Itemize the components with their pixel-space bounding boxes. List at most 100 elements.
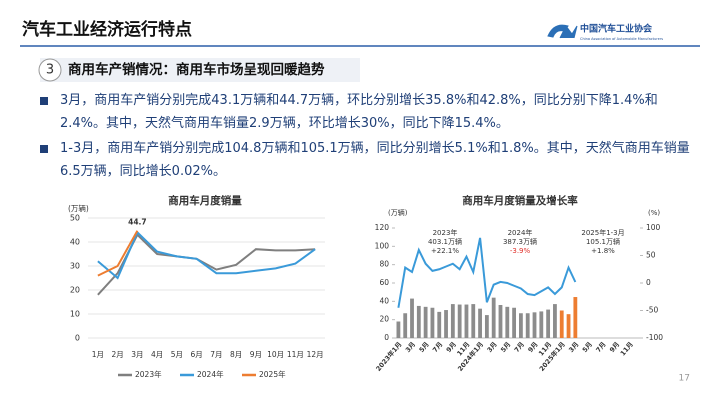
page-number: 17 (679, 374, 690, 384)
y-tick-label: 30 (70, 262, 80, 271)
y-tick-label: 40 (70, 238, 80, 247)
series-line (97, 230, 316, 280)
y-axis-label: (万辆) (388, 208, 408, 217)
y2-tick-label: 50 (646, 251, 656, 260)
annotation: 387.3万辆 (503, 237, 537, 246)
y-tick-label: 120 (375, 223, 390, 232)
bullet: 3月，商用车产销分别完成43.1万辆和44.7万辆，环比分别增长35.8%和42… (38, 89, 700, 135)
y-tick-label: 20 (379, 315, 389, 324)
x-tick-label: 8月 (230, 350, 242, 359)
section-title: 商用车产销情况：商用车市场呈现回暖趋势 (68, 61, 325, 78)
x-tick-label: 9月 (250, 350, 262, 359)
bar (430, 307, 435, 338)
bar (573, 297, 578, 338)
legend-label: 2023年 (135, 369, 162, 379)
x-tick-label: 6月 (190, 350, 202, 359)
annotation: -3.9% (510, 247, 531, 255)
annotation: 403.1万辆 (428, 237, 462, 246)
bar (396, 321, 401, 338)
y2-tick-label: 100 (646, 223, 661, 232)
x-tick-label: 2023年1月 (374, 340, 404, 373)
bar (403, 313, 408, 338)
x-tick-label: 11月 (287, 350, 304, 359)
y2-tick-label: 0 (646, 278, 651, 287)
data-label: 44.7 (128, 218, 147, 227)
chart-title: 商用车月度销量及增长率 (462, 194, 578, 207)
x-tick-label: 5月 (171, 350, 183, 359)
bullet: 1-3月，商用车产销分别完成104.8万辆和105.1万辆，同比分别增长5.1%… (38, 137, 700, 183)
y-tick-label: 40 (379, 296, 389, 305)
logo-text: 中国汽车工业协会 (580, 23, 653, 35)
x-tick-label: 1月 (92, 350, 104, 359)
bar (457, 304, 462, 338)
y-tick-label: 0 (384, 333, 389, 342)
y2-axis-label: (%) (648, 209, 660, 217)
y-tick-label: 100 (375, 241, 390, 250)
bar (410, 298, 414, 338)
section-circle (38, 58, 62, 82)
x-tick-label: 11月 (619, 340, 635, 357)
legend-label: 2025年 (259, 369, 286, 379)
y-tick-label: 80 (379, 260, 389, 269)
bar (546, 309, 551, 338)
y2-tick-label: -50 (646, 306, 658, 315)
chart-title: 商用车月度销量 (168, 194, 242, 207)
x-tick-label: 4月 (151, 350, 163, 359)
series-line (97, 230, 139, 277)
header-title: 汽车工业经济运行特点 (22, 19, 192, 40)
x-tick-label: 5月 (581, 340, 594, 354)
bar (416, 305, 421, 338)
x-tick-label: 7月 (431, 340, 444, 354)
y-tick-label: 60 (379, 278, 389, 287)
annotation: 2023年 (433, 228, 458, 237)
bar (559, 310, 564, 338)
annotation: 2024年 (508, 228, 533, 237)
annotation: 2025年1-3月 (581, 228, 624, 237)
section-number: 3 (46, 63, 54, 78)
bar (498, 305, 503, 338)
x-tick-label: 7月 (210, 350, 222, 359)
bar (478, 308, 482, 338)
y-tick-label: 10 (70, 310, 80, 319)
logo-icon (547, 24, 578, 39)
bar (444, 310, 448, 338)
x-tick-label: 7月 (513, 340, 526, 354)
annotation: +1.8% (591, 247, 615, 255)
bar (491, 297, 496, 338)
x-tick-label: 3月 (486, 340, 499, 354)
x-tick-label: 3月 (404, 340, 417, 354)
bar (525, 313, 530, 338)
x-tick-label: 10月 (267, 350, 284, 359)
annotation: 105.1万辆 (586, 237, 620, 246)
logo-en: China Association of Automobile Manufact… (580, 37, 663, 41)
bar (553, 304, 557, 338)
bar (450, 304, 455, 338)
legend-label: 2024年 (197, 369, 224, 379)
bar (464, 304, 469, 338)
y-axis-label: (万辆) (68, 203, 89, 213)
bar (505, 306, 510, 338)
annotation: +22.1% (431, 247, 459, 255)
y-tick-label: 0 (75, 334, 80, 343)
x-tick-label: 5月 (417, 340, 430, 354)
bar (484, 315, 489, 338)
x-tick-label: 3月 (567, 340, 580, 354)
x-tick-label: 12月 (307, 350, 324, 359)
x-tick-label: 5月 (499, 340, 512, 354)
bar (471, 304, 476, 338)
y2-tick-label: -100 (646, 333, 663, 342)
x-tick-label: 3月 (131, 350, 143, 359)
y-tick-label: 20 (70, 286, 80, 295)
bar (539, 311, 544, 338)
bar (423, 306, 428, 338)
series-line (397, 237, 577, 308)
x-tick-label: 7月 (594, 340, 607, 354)
section-band (40, 58, 360, 82)
y-tick-label: 50 (70, 214, 80, 223)
bar (518, 313, 523, 338)
bar (566, 314, 571, 338)
bar (532, 312, 537, 338)
bar (512, 307, 517, 338)
